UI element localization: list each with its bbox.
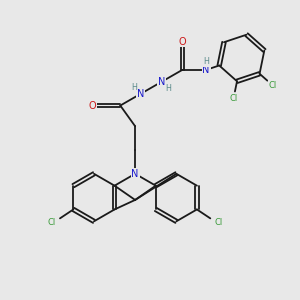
Text: N: N — [131, 169, 139, 179]
Text: H: H — [165, 84, 171, 93]
Text: O: O — [88, 100, 96, 110]
Text: N: N — [137, 88, 145, 99]
Text: N: N — [202, 65, 210, 75]
Text: N: N — [158, 77, 165, 87]
Text: Cl: Cl — [229, 94, 238, 103]
Text: Cl: Cl — [214, 218, 222, 227]
Text: H: H — [131, 82, 137, 91]
Text: H: H — [203, 57, 209, 66]
Text: Cl: Cl — [48, 218, 56, 227]
Text: O: O — [178, 37, 186, 46]
Text: Cl: Cl — [269, 81, 277, 90]
